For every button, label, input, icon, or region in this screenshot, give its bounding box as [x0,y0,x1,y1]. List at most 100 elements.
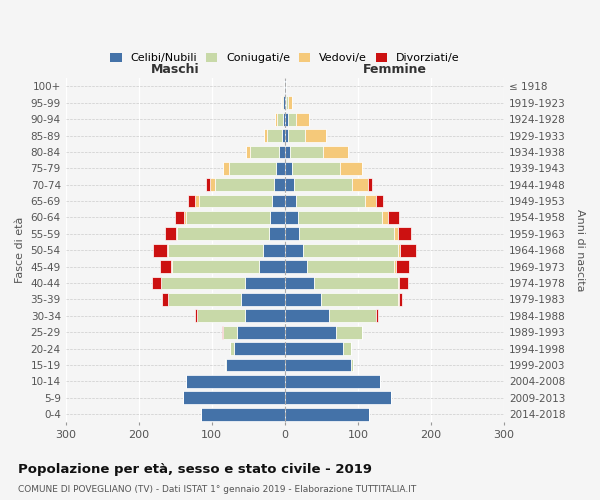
Bar [152,276,161,289]
Legend: Celibi/Nubili, Coniugati/e, Vedovi/e, Divorziati/e: Celibi/Nubili, Coniugati/e, Vedovi/e, Di… [108,51,461,66]
Bar [275,112,277,126]
Bar [289,129,305,142]
Bar [165,228,176,240]
Bar [285,260,307,273]
Bar [241,293,285,306]
Bar [209,178,215,191]
Bar [285,310,329,322]
Bar [281,96,282,109]
Bar [277,112,283,126]
Bar [270,211,285,224]
Bar [303,244,398,256]
Bar [398,276,399,289]
Bar [229,162,276,174]
Bar [286,96,289,109]
Bar [285,80,286,92]
Bar [298,211,382,224]
Bar [223,162,229,174]
Bar [279,146,285,158]
Bar [250,146,279,158]
Bar [350,358,353,372]
Bar [245,276,285,289]
Bar [195,194,199,207]
Bar [285,276,314,289]
Text: Femmine: Femmine [362,62,427,76]
Bar [284,80,285,92]
Text: Maschi: Maschi [151,62,200,76]
Bar [376,310,379,322]
Bar [398,228,411,240]
Bar [226,358,285,372]
Bar [296,112,309,126]
Bar [267,129,282,142]
Bar [282,96,283,109]
Bar [186,211,270,224]
Bar [201,408,285,420]
Bar [285,162,292,174]
Bar [343,342,350,355]
Bar [285,375,380,388]
Bar [398,244,400,256]
Bar [293,178,352,191]
Bar [285,244,303,256]
Bar [175,211,184,224]
Bar [269,228,285,240]
Bar [388,211,399,224]
Bar [276,162,285,174]
Bar [285,293,322,306]
Bar [162,293,168,306]
Bar [230,342,233,355]
Bar [340,162,362,174]
Bar [223,326,238,338]
Bar [215,178,274,191]
Text: Popolazione per età, sesso e stato civile - 2019: Popolazione per età, sesso e stato civil… [18,462,372,475]
Bar [265,129,267,142]
Bar [222,326,223,338]
Bar [285,342,343,355]
Bar [182,392,285,404]
Y-axis label: Fasce di età: Fasce di età [15,217,25,284]
Bar [285,358,350,372]
Bar [245,310,285,322]
Bar [152,244,167,256]
Bar [399,276,407,289]
Bar [233,342,285,355]
Bar [188,194,195,207]
Bar [285,194,296,207]
Bar [225,358,226,372]
Bar [323,146,349,158]
Bar [285,146,290,158]
Bar [285,326,336,338]
Bar [283,96,285,109]
Bar [246,146,250,158]
Bar [285,178,293,191]
Bar [376,194,383,207]
Bar [382,211,388,224]
Bar [285,228,299,240]
Bar [199,194,272,207]
Bar [285,392,391,404]
Bar [314,276,398,289]
Bar [305,129,326,142]
Bar [398,293,399,306]
Bar [167,244,168,256]
Bar [285,129,289,142]
Bar [171,260,172,273]
Bar [274,178,285,191]
Bar [292,162,340,174]
Bar [368,178,372,191]
Y-axis label: Anni di nascita: Anni di nascita [575,209,585,292]
Bar [296,194,365,207]
Bar [329,310,376,322]
Bar [394,260,396,273]
Bar [283,112,285,126]
Bar [272,194,285,207]
Bar [289,112,296,126]
Bar [263,244,285,256]
Bar [168,244,263,256]
Bar [299,228,394,240]
Bar [307,260,394,273]
Bar [197,310,245,322]
Bar [285,211,298,224]
Bar [168,293,241,306]
